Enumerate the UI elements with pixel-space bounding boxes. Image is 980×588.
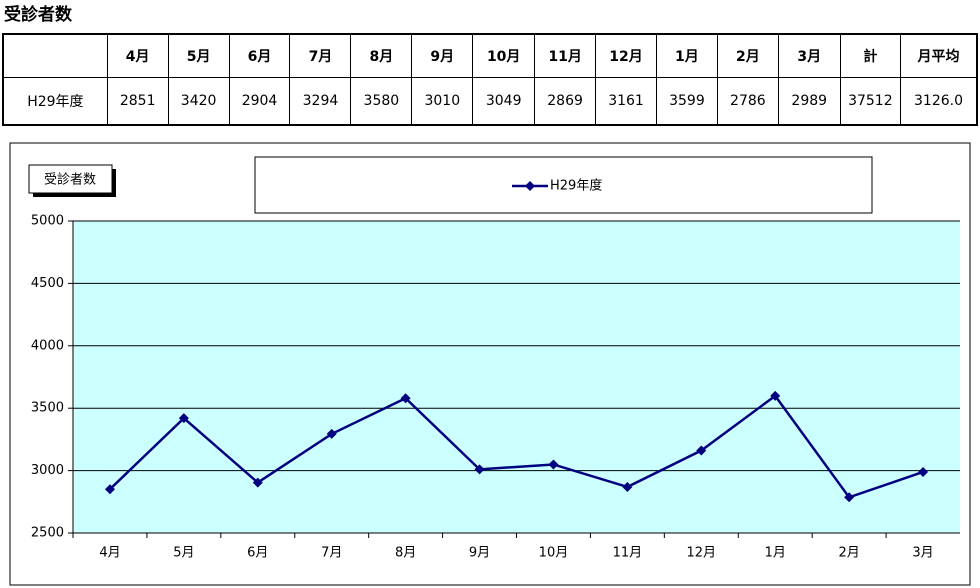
legend-box [254,156,873,214]
x-tick-label: 2月 [838,546,859,561]
cell: 2786 [716,77,779,126]
header-cell: 2月 [716,33,779,78]
title-box [28,164,113,194]
row-label: H29年度 [1,77,108,126]
x-tick-label: 5月 [173,546,194,561]
cell: 2851 [106,77,169,126]
x-tick-label: 8月 [395,546,416,561]
data-point [844,492,855,503]
x-tick-label: 1月 [765,546,786,561]
y-tick-label: 2500 [31,526,64,541]
header-cell: 9月 [411,33,474,78]
data-point [104,484,115,495]
data-point [622,481,633,492]
y-tick-label: 5000 [31,214,64,229]
data-point [696,445,707,456]
cell: 3294 [289,77,352,126]
data-table: 4月 5月 6月 7月 8月 9月 10月 11月 12月 1月 2月 3月計月平均 H29年度 2851… [1,33,979,126]
x-tick-label: 11月 [613,546,643,561]
cell: 3580 [350,77,413,126]
series-line [109,394,924,499]
x-tick-label: 9月 [469,546,490,561]
y-tick-label: 4500 [31,276,64,291]
data-point [918,466,929,477]
data-point [474,464,485,475]
cell: 3161 [595,77,657,126]
data-point [178,413,189,424]
data-point [548,459,559,470]
data-point [400,393,411,404]
cell: 3599 [655,77,718,126]
x-tick-label: 3月 [912,546,933,561]
cell: 3010 [411,77,474,126]
cell: 3420 [167,77,230,126]
header-cell: 4月 [106,33,169,78]
x-tick-label: 7月 [321,546,342,561]
data-row: H29年度 2851 3420 2904 3294 3580 3010 3049 2869 316… [1,77,979,126]
header-cell: 6月 [228,33,291,78]
x-tick-label: 4月 [99,546,120,561]
plot-area [73,221,960,533]
y-tick-label: 3500 [31,401,64,416]
x-tick-label: 12月 [687,546,717,561]
cell: 37512 [839,77,902,126]
x-tick-label: 6月 [247,546,268,561]
document-title: 受診者数 [4,5,72,25]
data-point [770,390,781,401]
legend-marker [525,181,535,191]
header-row: 4月 5月 6月 7月 8月 9月 10月 11月 12月 1月 2月 3月計月平均 [1,33,979,78]
x-tick-label: 10月 [539,546,569,561]
y-tick-label: 3000 [31,463,64,478]
corner-cell [1,33,108,78]
cell: 3126.0 [900,77,979,126]
header-cell: 11月 [534,33,597,78]
header-cell: 10月 [472,33,536,78]
data-point [252,477,263,488]
header-cell: 12月 [595,33,657,78]
header-cell: 月平均 [900,33,979,78]
cell: 2989 [777,77,841,126]
y-tick-label: 4000 [31,338,64,353]
header-cell: 計 [839,33,902,78]
chart-title: 受診者数 [44,172,96,188]
legend-label: H29年度 [550,178,602,194]
data-point [326,428,337,439]
